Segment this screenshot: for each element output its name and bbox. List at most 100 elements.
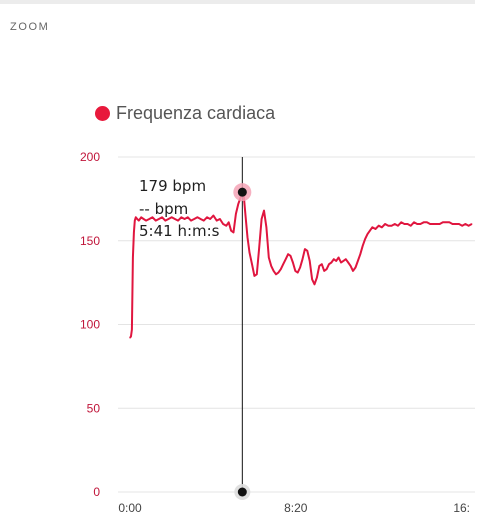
data-point (193, 218, 195, 220)
y-tick-label: 100 (80, 318, 100, 332)
data-point (357, 260, 359, 262)
grid (118, 156, 475, 493)
data-point (366, 233, 369, 235)
data-point (174, 218, 176, 220)
data-point (130, 335, 132, 337)
data-point (292, 261, 294, 264)
data-point (216, 220, 218, 222)
data-point (435, 223, 438, 225)
data-point (232, 231, 235, 233)
legend-label: Frequenza cardiaca (116, 103, 276, 123)
data-point (183, 218, 186, 220)
y-tick-label: 200 (80, 150, 100, 164)
data-point (143, 218, 145, 220)
data-point (445, 221, 447, 223)
data-point (455, 223, 457, 225)
data-point (354, 266, 357, 269)
data-point (359, 253, 361, 255)
y-tick-label: 0 (93, 485, 100, 499)
data-point (263, 210, 265, 212)
data-point (390, 225, 393, 227)
data-point (187, 216, 189, 218)
legend-dot-icon (95, 106, 110, 121)
data-point (297, 271, 299, 274)
data-point (378, 225, 380, 227)
data-point (282, 263, 284, 265)
data-point (248, 251, 251, 254)
data-point (132, 256, 134, 259)
data-point (432, 223, 434, 225)
data-point (230, 230, 232, 232)
data-point (439, 223, 441, 225)
legend[interactable]: Frequenza cardiaca (95, 103, 275, 124)
data-point (345, 258, 347, 260)
data-point (253, 275, 255, 277)
zoom-button[interactable]: ZOOM (10, 21, 50, 33)
tooltip-secondary-rate: -- bpm (139, 199, 189, 218)
data-point (129, 337, 131, 339)
data-point (362, 245, 364, 247)
y-tick-label: 50 (87, 401, 101, 415)
data-point (287, 253, 289, 255)
data-point (275, 273, 277, 275)
cursor-marker (237, 187, 247, 197)
x-tick-label: 8:20 (284, 501, 308, 515)
data-point (403, 223, 405, 225)
data-point (151, 216, 154, 218)
data-point (371, 226, 373, 228)
data-point (333, 258, 335, 260)
data-point (442, 221, 444, 223)
data-point (206, 216, 208, 218)
data-point (260, 218, 263, 220)
data-point (461, 225, 463, 227)
data-point (467, 225, 470, 227)
data-point (148, 218, 150, 220)
data-point (325, 268, 328, 270)
data-point (177, 220, 179, 222)
data-point (458, 223, 460, 225)
data-point (316, 277, 318, 279)
data-point (419, 223, 422, 225)
data-point (369, 230, 371, 232)
data-point (342, 260, 345, 262)
data-point (134, 220, 136, 222)
data-point (256, 273, 258, 275)
data-point (140, 216, 142, 218)
data-point (209, 218, 211, 220)
data-point (471, 223, 473, 225)
data-point (413, 221, 415, 223)
data-point (304, 248, 306, 250)
data-point (171, 216, 173, 218)
data-point (387, 225, 389, 227)
cursor[interactable] (233, 157, 252, 500)
data-point (225, 225, 227, 227)
data-point (138, 220, 140, 222)
data-point (251, 263, 253, 265)
data-point (196, 216, 198, 218)
data-point (323, 270, 325, 272)
data-point (347, 261, 349, 264)
tooltip-heart-rate: 179 bpm (139, 177, 207, 195)
data-point (145, 220, 147, 222)
axes: 0 50 100 150 200 0:00 8:20 16: (80, 150, 470, 515)
data-point (133, 231, 135, 233)
tooltip: 179 bpm -- bpm 5:41 h:m:s (139, 175, 220, 243)
data-point (311, 278, 313, 280)
y-tick-label: 150 (80, 234, 100, 248)
data-point (136, 218, 138, 220)
data-point (451, 223, 454, 225)
data-point (340, 261, 342, 264)
data-point (374, 228, 377, 230)
data-point (268, 256, 270, 259)
data-point (429, 223, 431, 225)
data-point (335, 260, 337, 262)
data-point (277, 271, 280, 274)
data-point (164, 220, 166, 222)
data-point (235, 213, 237, 215)
data-point (203, 220, 205, 222)
data-point (338, 256, 340, 259)
data-point (167, 218, 170, 220)
data-point (306, 250, 308, 252)
data-point (407, 223, 409, 225)
